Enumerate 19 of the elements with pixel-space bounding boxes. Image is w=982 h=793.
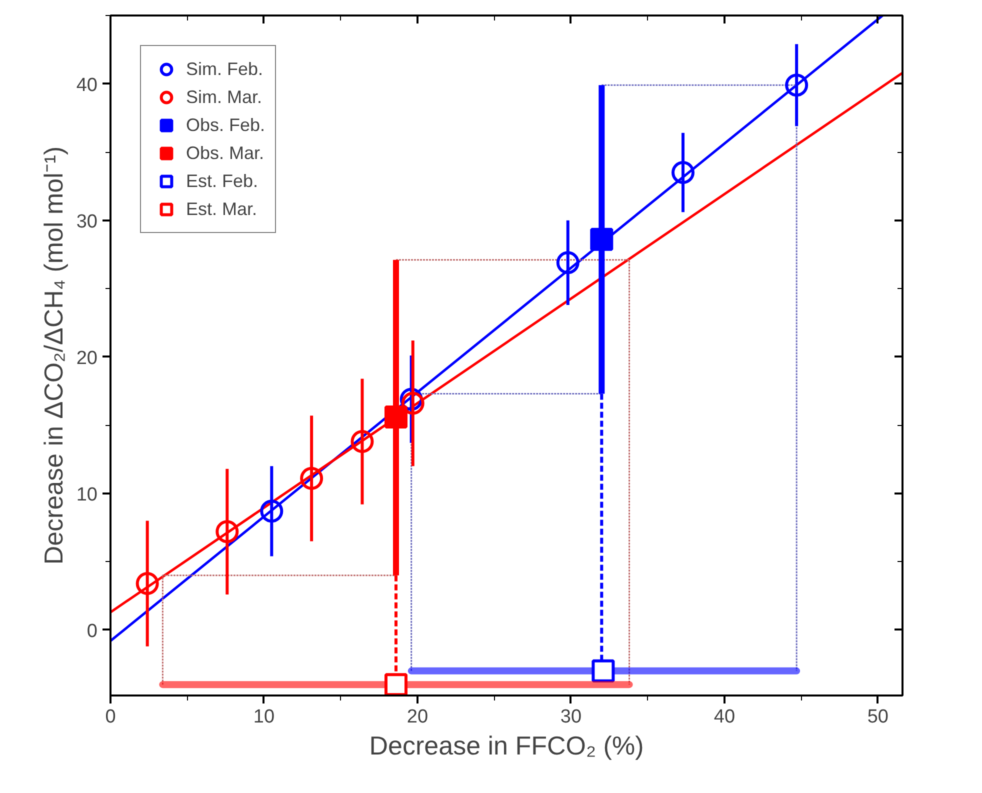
y-tick-label: 30 — [76, 211, 98, 232]
legend-label: Obs. Feb. — [186, 114, 266, 136]
legend-label: Est. Mar. — [186, 198, 258, 220]
x-tick-label: 20 — [406, 706, 428, 728]
x-tick-label: 10 — [253, 706, 275, 728]
y-tick-label: 20 — [76, 348, 98, 369]
y-tick-label: 10 — [76, 484, 98, 506]
x-tick-label: 30 — [560, 706, 582, 728]
x-tick-label: 50 — [867, 706, 889, 728]
y-axis-title: Decrease in ΔCO₂/ΔCH₄ (mol mol⁻¹) — [38, 146, 68, 565]
legend-label: Sim. Feb. — [186, 58, 264, 80]
legend-label: Sim. Mar. — [186, 86, 262, 108]
x-tick-label: 0 — [105, 706, 116, 728]
legend-label: Est. Feb. — [186, 170, 258, 192]
y-tick-label: 40 — [76, 74, 98, 96]
x-axis-title: Decrease in FFCO₂ (%) — [369, 730, 644, 760]
y-tick-label: 0 — [86, 620, 98, 642]
legend-label: Obs. Mar. — [186, 142, 264, 164]
x-tick-label: 40 — [714, 706, 736, 728]
